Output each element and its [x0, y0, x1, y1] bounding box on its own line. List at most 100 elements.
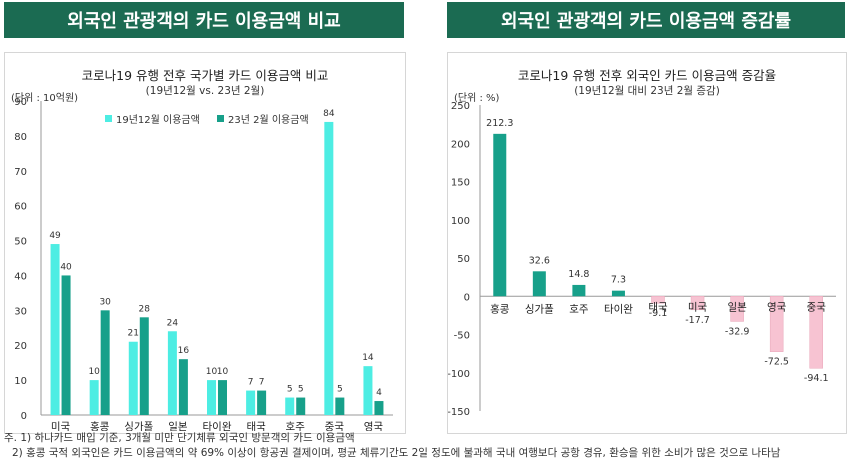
bar-negative	[651, 296, 665, 304]
x-tick-label: 태국	[246, 421, 266, 431]
bar-1	[89, 380, 99, 415]
bar-value-label: 212.3	[486, 118, 513, 129]
bar-value-label: 21	[128, 329, 139, 339]
y-tick-label: 70	[14, 167, 27, 178]
bar-2	[139, 317, 149, 415]
footnote-2: 2) 홍콩 국적 외국인은 카드 이용금액의 약 69% 이상이 항공권 결제이…	[12, 447, 781, 459]
bar-value-label: 14.8	[568, 269, 589, 280]
x-tick-label: 태국	[648, 301, 668, 313]
y-tick-label: 200	[451, 139, 470, 150]
bar-2	[100, 310, 110, 415]
bar-negative	[809, 296, 823, 369]
y-tick-label: 10	[14, 376, 27, 387]
x-tick-label: 타이완	[604, 302, 633, 315]
y-tick-label: 250	[451, 101, 470, 112]
bar-1	[246, 390, 256, 415]
y-tick-label: 50	[14, 237, 27, 248]
x-tick-label: 홍콩	[90, 420, 110, 431]
bar-value-label: 7	[259, 378, 265, 388]
left-chart-panel: 코로나19 유행 전후 국가별 카드 이용금액 비교 (19년12월 vs. 2…	[4, 52, 406, 434]
bar-value-label: -32.9	[725, 326, 750, 337]
y-tick-label: 60	[14, 202, 27, 213]
x-tick-label: 미국	[688, 301, 708, 313]
bar-value-label: -9.1	[649, 308, 668, 319]
legend-item-series1: 19년12월 이용금액	[105, 111, 200, 126]
bar-value-label: -17.7	[685, 315, 710, 326]
legend-swatch-series2	[217, 115, 224, 122]
bar-1	[167, 331, 177, 415]
x-tick-label: 영국	[364, 421, 384, 431]
bar-value-label: 10	[88, 367, 100, 377]
bar-1	[363, 366, 373, 415]
bar-2	[61, 275, 71, 415]
left-chart-subtitle: (19년12월 vs. 23년 2월)	[145, 85, 265, 97]
legend-label-series1: 19년12월 이용금액	[116, 115, 200, 126]
bar-1	[285, 397, 295, 415]
x-tick-label: 호주	[286, 421, 306, 431]
bar-negative	[769, 296, 784, 352]
y-tick-label: 150	[451, 178, 470, 189]
right-bar-chart: -150 -100 -50 0 50 100 150 200 250 212.3 홍콩 32.6 싱가폴…	[448, 101, 836, 418]
y-tick-label: -50	[454, 331, 470, 342]
legend-item-series2: 23년 2월 이용금액	[217, 111, 309, 126]
bar-1	[324, 121, 334, 415]
bar-value-label: 5	[298, 385, 304, 395]
x-tick-label: 싱가폴	[525, 303, 554, 315]
x-tick-label: 영국	[767, 301, 787, 313]
left-chart-unit: (단위 : 10억원)	[11, 93, 79, 104]
left-panel-banner: 외국인 관광객의 카드 이용금액 비교	[4, 2, 404, 38]
bar-2	[178, 359, 188, 415]
x-tick-label: 호주	[569, 303, 589, 315]
bar-value-label: 10	[206, 367, 218, 377]
bar-2	[374, 401, 384, 415]
bar-value-label: 40	[60, 262, 72, 272]
bar-value-label: 28	[139, 304, 151, 314]
x-tick-label: 일본	[168, 420, 188, 431]
bar-value-label: 16	[178, 346, 190, 356]
bar-value-label: 84	[323, 109, 335, 119]
x-tick-label: 타이완	[203, 420, 232, 431]
y-tick-label: 90	[14, 97, 27, 108]
right-chart-unit: (단위 : %)	[454, 93, 500, 104]
bar-1	[128, 341, 138, 415]
legend-swatch-series1	[105, 115, 112, 122]
bar-negative	[730, 296, 744, 322]
bar-value-label: 10	[217, 367, 229, 377]
x-tick-label: 싱가폴	[124, 421, 153, 431]
right-chart-subtitle: (19년12월 대비 23년 2월 증감)	[574, 85, 720, 97]
y-tick-label: 20	[14, 341, 27, 352]
bar-value-label: 32.6	[529, 255, 550, 266]
x-tick-label: 중국	[325, 421, 345, 431]
bar-positive	[611, 290, 625, 297]
x-tick-label: 일본	[727, 300, 747, 313]
bar-value-label: 5	[337, 385, 343, 395]
bar-value-label: 5	[287, 385, 293, 395]
bar-2	[335, 397, 345, 415]
bar-2	[296, 397, 306, 415]
bar-value-label: 4	[376, 388, 382, 398]
bar-value-label: -72.5	[764, 357, 789, 368]
y-tick-label: 40	[14, 271, 27, 282]
x-tick-label: 중국	[807, 301, 827, 313]
bar-positive	[493, 133, 507, 297]
bar-value-label: 24	[167, 318, 179, 328]
legend-label-series2: 23년 2월 이용금액	[228, 115, 309, 126]
bar-2	[218, 380, 227, 415]
x-tick-label: 홍콩	[490, 302, 510, 315]
left-bar-chart: 0 10 20 30 40 50 60 70 80 90 49 40 미국 10 30 홍콩 21 28 싱가폴 24…	[14, 97, 393, 431]
y-tick-label: 0	[21, 411, 27, 422]
y-tick-label: -100	[448, 369, 470, 380]
bar-value-label: 7	[248, 378, 254, 388]
right-chart-title: 코로나19 유행 전후 외국인 카드 이용금액 증감율	[517, 68, 777, 83]
x-tick-label: 미국	[51, 421, 71, 431]
right-chart-panel: 코로나19 유행 전후 외국인 카드 이용금액 증감율 (19년12월 대비 2…	[447, 52, 847, 434]
bar-value-label: -94.1	[804, 373, 829, 384]
y-tick-label: 50	[457, 254, 470, 265]
y-tick-label: 30	[14, 306, 27, 317]
y-tick-label: 100	[451, 216, 470, 227]
bar-negative	[690, 296, 705, 311]
y-tick-label: -150	[448, 407, 470, 418]
left-chart-title: 코로나19 유행 전후 국가별 카드 이용금액 비교	[81, 68, 329, 83]
bar-value-label: 7.3	[611, 275, 626, 286]
y-tick-label: 80	[14, 132, 27, 143]
